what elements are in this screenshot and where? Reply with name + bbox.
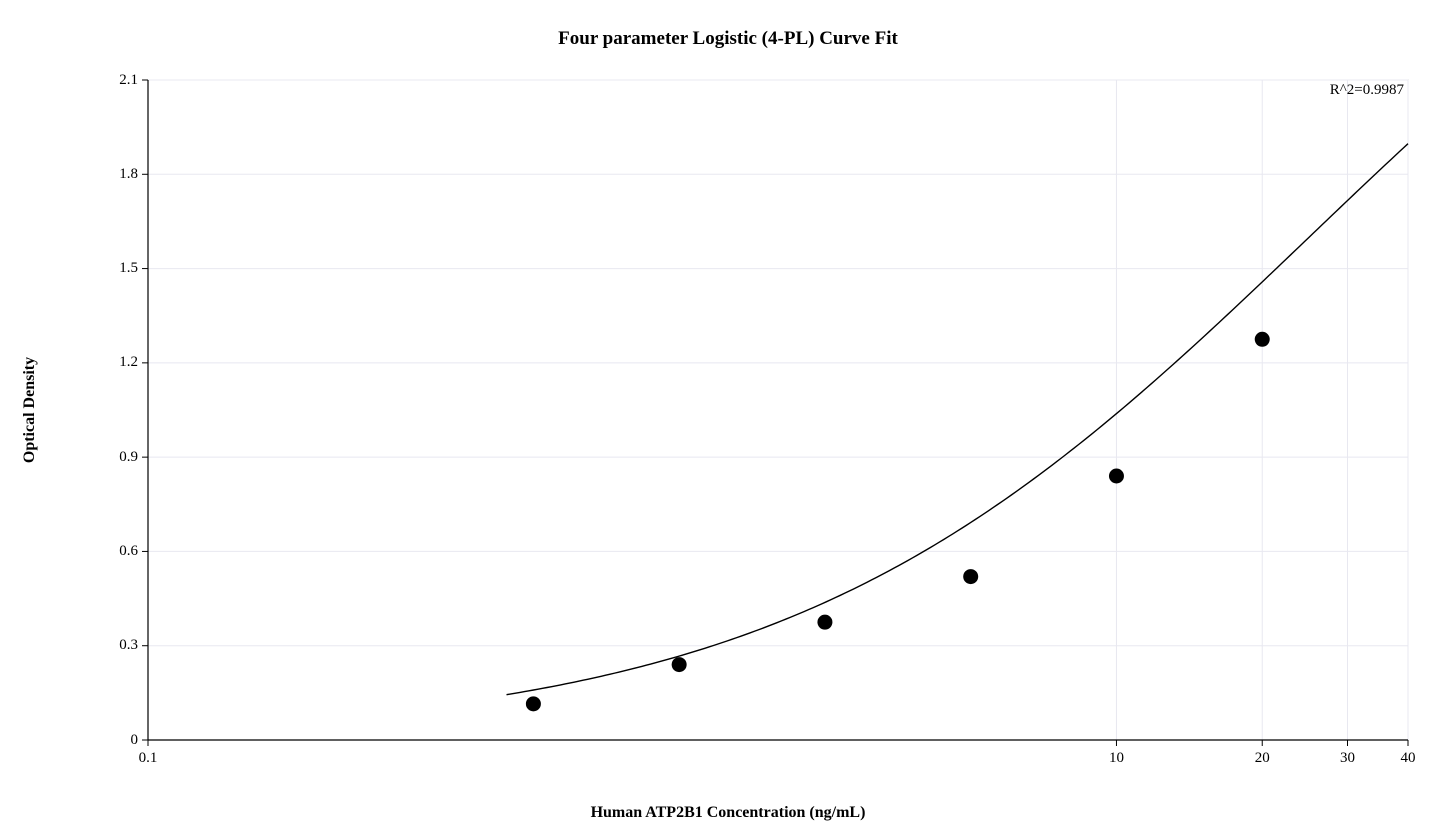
data-point [526, 696, 541, 711]
x-tick-label: 10 [1109, 750, 1124, 767]
y-tick-label: 2.1 [119, 72, 138, 89]
y-tick-label: 1.2 [119, 354, 138, 371]
data-point [817, 615, 832, 630]
data-point [1109, 469, 1124, 484]
x-tick-label: 20 [1255, 750, 1270, 767]
data-point [672, 657, 687, 672]
y-tick-label: 0.9 [119, 449, 138, 466]
y-tick-label: 0 [131, 732, 139, 749]
x-tick-label: 40 [1401, 750, 1416, 767]
y-tick-label: 0.6 [119, 543, 138, 560]
x-tick-label: 0.1 [139, 750, 158, 767]
plot-background [148, 80, 1408, 740]
data-point [1255, 332, 1270, 347]
data-point [963, 569, 978, 584]
chart-svg [0, 0, 1456, 840]
x-tick-label: 30 [1340, 750, 1355, 767]
y-tick-label: 1.5 [119, 260, 138, 277]
y-tick-label: 0.3 [119, 637, 138, 654]
chart-container: Four parameter Logistic (4-PL) Curve Fit… [0, 0, 1456, 840]
r-squared-annotation: R^2=0.9987 [1330, 82, 1404, 99]
y-tick-label: 1.8 [119, 166, 138, 183]
